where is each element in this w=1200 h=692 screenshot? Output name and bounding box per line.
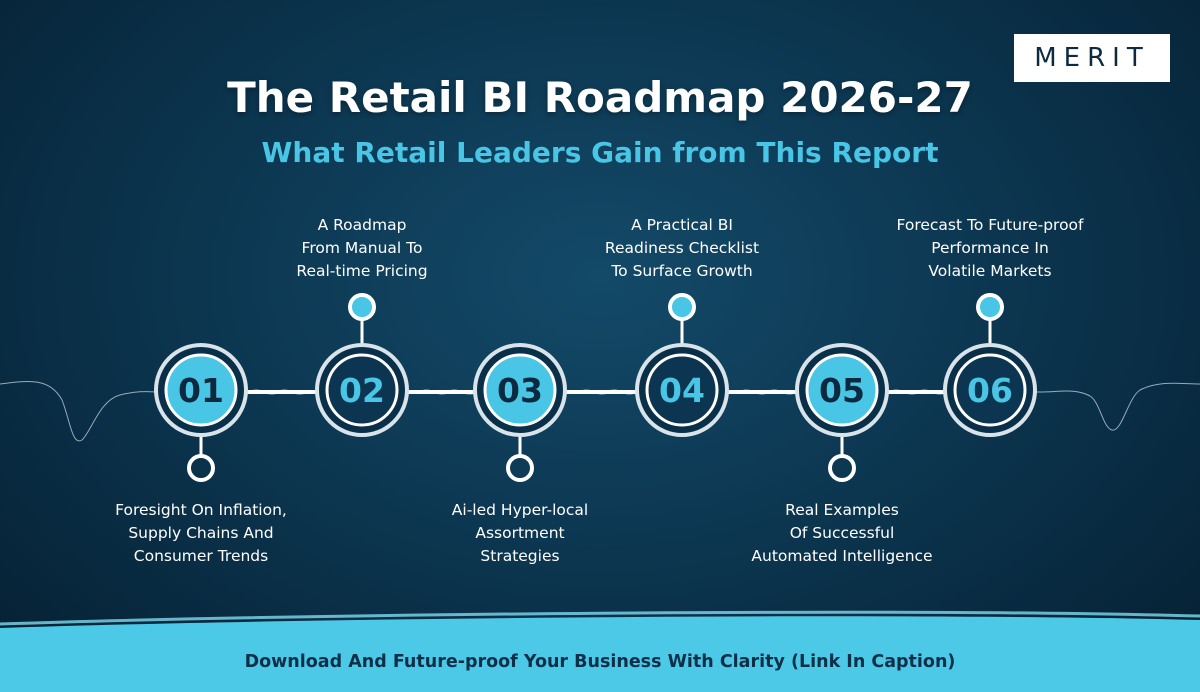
step-disc [325, 353, 399, 427]
step-label-line: Readiness Checklist [604, 239, 760, 257]
step-label-05: Real Examples Of Successful Automated Inte… [727, 499, 957, 568]
merit-logo: MERIT [1014, 34, 1170, 82]
page-title: The Retail BI Roadmap 2026-27 [227, 73, 973, 122]
step-label-line: Real Examples [785, 501, 899, 519]
step-label-01: Foresight On Inflation, Supply Chains And… [86, 499, 316, 568]
step-label-line: Real-time Pricing [296, 262, 428, 280]
step-label-06: Forecast To Future-proof Performance In Vo… [875, 214, 1105, 283]
step-label-line: Forecast To Future-proof [896, 216, 1084, 234]
step-pin [187, 454, 215, 482]
step-number: 04 [659, 371, 705, 410]
step-label-line: Volatile Markets [928, 262, 1052, 280]
timeline-step-04: 04 [635, 293, 729, 437]
step-pin [828, 454, 856, 482]
step-label-03: Ai-led Hyper-local Assortment Strategies [405, 499, 635, 568]
timeline-step-06: 06 [943, 293, 1037, 437]
timeline-step-01: 01 [154, 343, 248, 482]
footer-band [0, 616, 1200, 692]
step-pin [506, 454, 534, 482]
step-disc [645, 353, 719, 427]
step-number: 02 [339, 371, 385, 410]
step-number: 03 [497, 371, 543, 410]
step-pin [348, 293, 376, 321]
footer-band-highlight [0, 610, 1200, 626]
step-label-line: Performance In [931, 239, 1049, 257]
step-disc [164, 353, 238, 427]
step-label-line: A Practical BI [631, 216, 733, 234]
step-label-line: Supply Chains And [128, 524, 274, 542]
step-number: 05 [819, 371, 865, 410]
step-label-line: Assortment [475, 524, 565, 542]
step-label-line: A Roadmap [317, 216, 407, 234]
step-label-04: A Practical BI Readiness Checklist To Surf… [567, 214, 797, 283]
step-label-02: A Roadmap From Manual To Real-time Pricing [247, 214, 477, 283]
timeline-step-05: 05 [795, 343, 889, 482]
step-label-line: To Surface Growth [611, 262, 753, 280]
step-pin [976, 293, 1004, 321]
step-label-line: Automated Intelligence [751, 547, 933, 565]
page-subtitle: What Retail Leaders Gain from This Repor… [261, 136, 939, 169]
step-disc [483, 353, 557, 427]
step-number: 06 [967, 371, 1013, 410]
step-pin [668, 293, 696, 321]
timeline-step-02: 02 [315, 293, 409, 437]
step-label-line: From Manual To [301, 239, 423, 257]
step-label-line: Of Successful [789, 524, 895, 542]
footer-cta: Download And Future-proof Your Business … [244, 652, 956, 672]
step-label-line: Consumer Trends [133, 547, 269, 565]
step-disc [953, 353, 1027, 427]
step-label-line: Ai-led Hyper-local [451, 501, 589, 519]
step-label-line: Strategies [480, 547, 560, 565]
timeline-step-03: 03 [473, 343, 567, 482]
step-number: 01 [178, 371, 224, 410]
step-disc [805, 353, 879, 427]
step-label-line: Foresight On Inflation, [115, 501, 287, 519]
